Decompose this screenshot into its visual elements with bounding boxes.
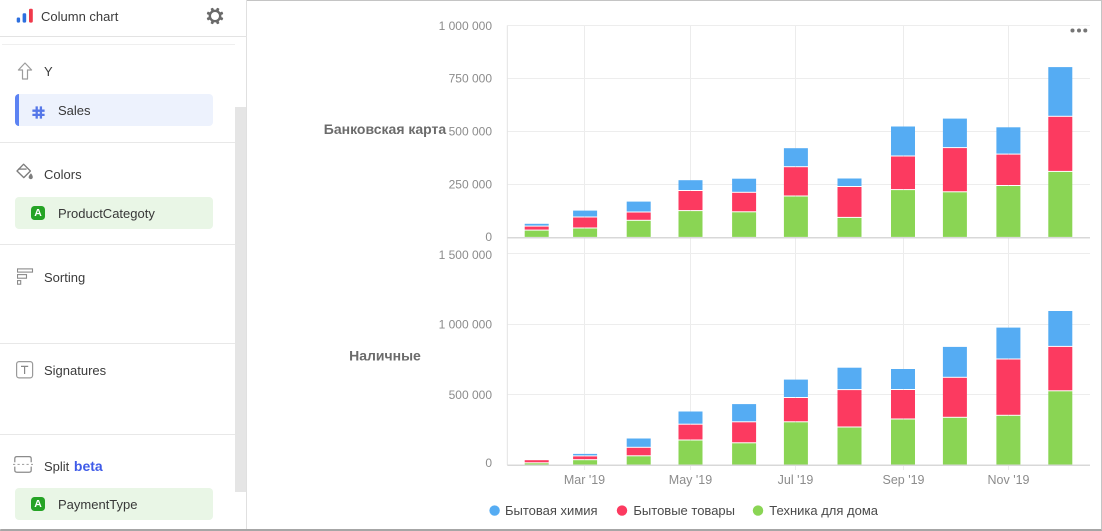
svg-text:Nov '19: Nov '19 [988,473,1030,487]
svg-text:0: 0 [485,230,492,244]
svg-text:1 000 000: 1 000 000 [439,19,493,33]
svg-text:1 000 000: 1 000 000 [439,318,493,332]
svg-text:1 500 000: 1 500 000 [439,248,493,262]
svg-text:Mar '19: Mar '19 [564,473,605,487]
svg-text:May '19: May '19 [669,473,712,487]
svg-text:Банковская карта: Банковская карта [324,121,447,137]
svg-text:250 000: 250 000 [449,178,493,192]
svg-text:Jul '19: Jul '19 [778,473,814,487]
svg-text:500 000: 500 000 [449,125,493,139]
svg-text:Техника для дома: Техника для дома [769,503,878,518]
svg-text:750 000: 750 000 [449,72,493,86]
svg-text:Sep '19: Sep '19 [882,473,924,487]
svg-text:0: 0 [485,456,492,470]
svg-text:Наличные: Наличные [349,348,421,364]
svg-text:500 000: 500 000 [449,388,493,402]
svg-text:Бытовая химия: Бытовая химия [505,503,598,518]
svg-text:Бытовые товары: Бытовые товары [633,503,735,518]
